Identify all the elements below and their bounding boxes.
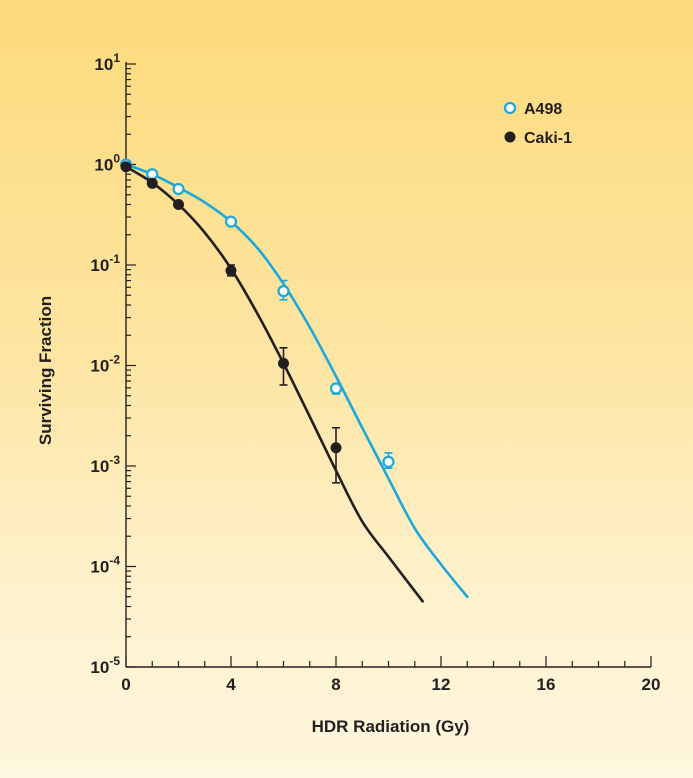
data-point-caki-1 [278, 357, 289, 369]
data-point-caki-1 [330, 442, 342, 454]
y-tick-label: 10-2 [90, 353, 120, 376]
legend-label-caki-1: Caki-1 [524, 130, 572, 147]
x-tick-label: 0 [121, 675, 130, 694]
y-tick-label: 10-4 [90, 554, 120, 577]
y-tick-label: 10-1 [90, 252, 120, 275]
data-point-caki-1 [120, 161, 132, 173]
x-tick-label: 12 [432, 675, 451, 694]
data-point-a498 [172, 182, 185, 196]
y-tick-label: 101 [94, 51, 120, 74]
fit-line-caki-1 [124, 165, 424, 603]
data-point-caki-1 [173, 198, 184, 210]
legend: A498 Caki-1 [503, 101, 572, 147]
x-tick-label: 4 [226, 675, 236, 694]
x-tick-label: 20 [642, 675, 661, 694]
data-point-caki-1 [146, 177, 158, 189]
series-caki-1 [120, 161, 424, 603]
data-point-a498 [277, 284, 290, 298]
x-tick-label: 16 [537, 675, 556, 694]
y-tick-label: 10-3 [90, 453, 120, 476]
legend-label-a498: A498 [524, 101, 562, 118]
data-point-a498 [224, 215, 238, 228]
data-point-caki-1 [225, 265, 237, 277]
x-axis-title: HDR Radiation (Gy) [312, 717, 470, 736]
legend-marker-a498 [503, 101, 517, 115]
data-point-a498 [146, 168, 159, 181]
data-point-a498 [382, 455, 395, 468]
fit-line-a498 [124, 163, 469, 599]
y-tick-label: 10-5 [90, 654, 120, 677]
x-tick-label: 8 [331, 675, 340, 694]
series-a498 [119, 158, 469, 599]
data-point-a498 [329, 382, 343, 395]
y-tick-label: 100 [94, 152, 120, 175]
legend-marker-caki-1 [504, 131, 516, 143]
y-axis-title: Surviving Fraction [36, 296, 55, 445]
